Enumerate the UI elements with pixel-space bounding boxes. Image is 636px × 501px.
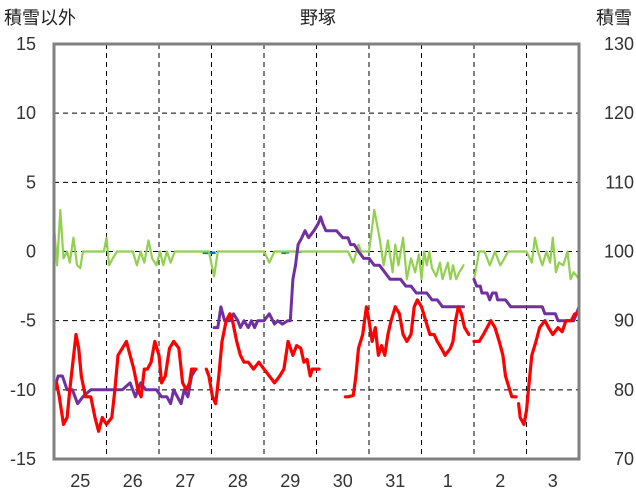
left-tick-label: -10	[10, 380, 36, 400]
plot-frame	[52, 42, 581, 461]
wind-line	[472, 236, 581, 281]
right-axis-label: 積雪	[596, 8, 632, 28]
snow_depth-line	[472, 277, 581, 323]
x-tick-label: 28	[228, 471, 248, 491]
x-tick-label: 26	[123, 471, 143, 491]
temperature-line	[516, 312, 581, 426]
left-tick-label: 0	[26, 242, 36, 262]
x-tick-label: 29	[280, 471, 300, 491]
temperature-line	[204, 312, 321, 406]
x-tick-label: 25	[70, 471, 90, 491]
series-lines	[52, 208, 581, 433]
x-tick-label: 30	[333, 471, 353, 491]
right-tick-label: 110	[605, 172, 634, 192]
snow_depth-line	[212, 215, 465, 330]
wind-line	[52, 208, 465, 281]
precip-bar	[202, 251, 208, 255]
right-axis-ticks: 130 120 110 100 90 80 70	[604, 34, 634, 469]
chart-title: 野塚	[300, 8, 336, 28]
x-tick-label: 27	[175, 471, 195, 491]
right-tick-label: 80	[614, 380, 634, 400]
left-tick-label: -15	[10, 449, 36, 469]
left-axis-label: 積雪以外	[4, 8, 76, 28]
left-tick-label: 5	[26, 172, 36, 192]
x-tick-label: 2	[495, 471, 505, 491]
x-axis-ticks: 25 26 27 28 29 30 31 1 2 3	[70, 471, 558, 491]
right-tick-label: 70	[614, 449, 634, 469]
precip-bar	[281, 251, 286, 255]
precip-bar	[211, 251, 216, 255]
right-tick-label: 130	[604, 34, 634, 54]
left-tick-label: -5	[20, 311, 36, 331]
left-tick-label: 15	[16, 34, 36, 54]
right-tick-label: 90	[614, 311, 634, 331]
left-axis-ticks: 15 10 5 0 -5 -10 -15	[10, 34, 36, 469]
snow_depth-line	[52, 367, 198, 406]
right-tick-label: 120	[604, 103, 634, 123]
temperature-line	[343, 298, 471, 399]
left-tick-label: 10	[16, 103, 36, 123]
x-tick-label: 1	[443, 471, 453, 491]
right-tick-label: 100	[604, 242, 634, 262]
temperature-line	[472, 319, 518, 399]
temperature-line	[52, 332, 198, 433]
x-tick-label: 3	[548, 471, 558, 491]
x-tick-label: 31	[385, 471, 405, 491]
